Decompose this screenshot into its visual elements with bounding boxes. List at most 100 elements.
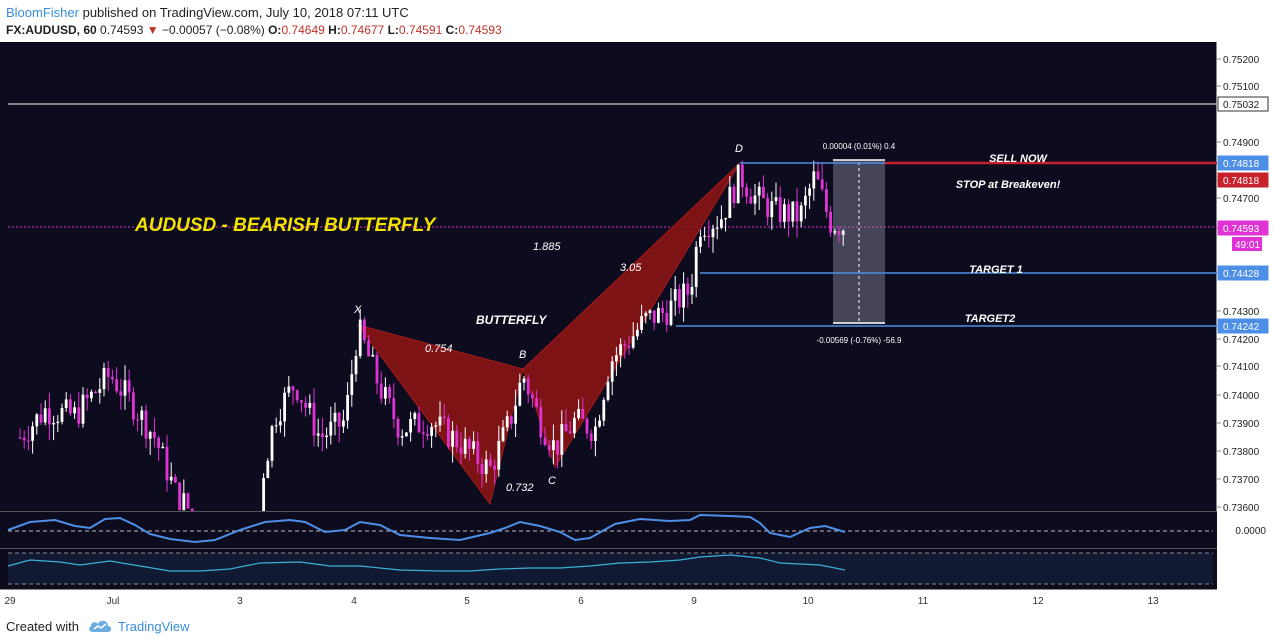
oscillator-pane [0,511,1217,548]
candle-body [787,204,790,222]
candle-body [711,228,715,238]
footer: Created with TradingView [0,610,1274,644]
candle-body [568,431,572,434]
candle-body [354,356,358,375]
price-change: −0.00057 (−0.08%) [162,23,265,37]
candle-body [153,431,156,438]
down-arrow-icon: ▼ [146,23,159,37]
ratio-abc: 0.732 [506,482,534,494]
candle-body [358,319,362,357]
candle-body [594,426,597,441]
high-label: H: [328,23,341,37]
symbol-name: FX:AUDUSD, 60 [6,23,97,37]
volume-band [8,553,1213,584]
price-tick-labels: 0.75200 0.75100 0.75032 0.74900 0.74818 0.748… [1217,55,1269,514]
tradingview-cloud-icon [89,620,111,632]
candle-body [308,402,312,408]
title-annotation: AUDUSD - BEARISH BUTTERFLY [134,215,438,236]
candle-body [816,171,820,180]
candle-body [81,394,85,424]
candle-body [619,344,622,356]
candle-body [547,444,551,451]
candle-body [728,186,732,219]
price-chart[interactable]: 0.75200 0.75100 0.75032 0.74900 0.74818 0.748… [0,42,1274,610]
candle-body [825,189,828,212]
candle-body [552,440,555,451]
candle-body [493,465,496,470]
candle-body [841,230,845,235]
candle-body [274,425,278,427]
candle-body [52,423,55,425]
candle-body [724,218,727,220]
candle-body [421,432,425,435]
author-link[interactable]: BloomFisher [6,5,79,20]
ratio-xab: 0.754 [425,343,453,355]
candle-body [161,446,165,449]
candle-body [337,412,341,427]
low-label: L: [387,23,399,37]
price-tag [1217,318,1269,334]
candle-body [132,392,135,420]
point-b-label: B [519,349,526,361]
price-tick-label: 0.73600 [1223,503,1260,514]
candle-body [396,419,400,438]
candle-body [820,179,824,190]
candle-body [589,433,593,441]
candle-body [392,398,396,420]
price-tag [1217,220,1269,236]
candle-body [178,482,181,511]
candle-body [615,355,618,362]
price-tick-label: 0.75032 [1223,100,1260,111]
candle-body [115,379,118,392]
candle-body [426,434,429,436]
candle-body [585,418,589,434]
candle-body [539,406,543,438]
candle-body [90,391,93,399]
candle-body [73,407,76,414]
candle-body [48,408,51,425]
candle-body [31,426,34,441]
candle-body [56,421,60,424]
candle-body [741,164,744,188]
candle-body [182,493,186,511]
price-tag [1217,172,1269,188]
candle-body [295,390,299,401]
candle-body [564,424,568,432]
candle-body [111,376,114,380]
candle-body [430,426,433,436]
candle-body [720,219,723,228]
candle-body [350,374,354,395]
candle-body [291,386,295,391]
time-axis [0,590,1217,610]
candle-body [606,381,610,400]
candle-body [148,431,152,439]
time-tick-label: 5 [464,596,470,607]
candle-body [157,437,160,449]
candle-body [106,368,110,377]
candle-body [661,307,664,314]
measure-bottom-readout: -0.00569 (-0.76%) -56.9 [817,336,902,345]
candle-body [77,407,81,424]
point-d-label: D [735,143,743,155]
candle-body [631,336,635,348]
candle-body [384,387,387,399]
tradingview-link[interactable]: TradingView [118,619,190,634]
candle-body [804,195,807,206]
candle-body [333,412,337,422]
candle-body [123,380,127,396]
candle-body [757,186,761,196]
candle-body [283,392,286,422]
candle-body [27,440,30,442]
time-tick-label: Jul [107,596,120,607]
countdown-tag [1232,237,1262,251]
candle-body [169,476,173,481]
time-tick-labels: 29 Jul 3 4 5 6 9 10 11 12 13 [4,596,1159,607]
candle-body [526,378,530,395]
candle-body [837,231,841,235]
time-tick-label: 9 [691,596,697,607]
candle-body [409,419,412,433]
candle-body [270,426,274,461]
candle-body [371,354,375,357]
candle-body [610,361,614,382]
candle-body [455,430,459,448]
